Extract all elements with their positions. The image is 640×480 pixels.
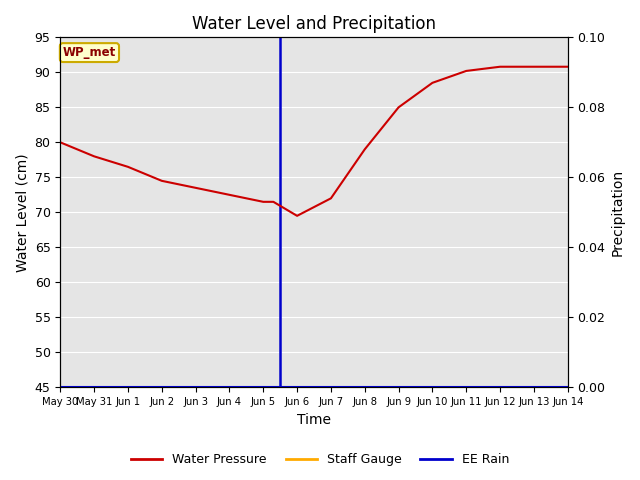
Y-axis label: Water Level (cm): Water Level (cm) (15, 153, 29, 272)
Legend: Water Pressure, Staff Gauge, EE Rain: Water Pressure, Staff Gauge, EE Rain (126, 448, 514, 471)
Text: WP_met: WP_met (63, 46, 116, 59)
Y-axis label: Precipitation: Precipitation (611, 169, 625, 256)
X-axis label: Time: Time (297, 413, 331, 427)
Title: Water Level and Precipitation: Water Level and Precipitation (192, 15, 436, 33)
